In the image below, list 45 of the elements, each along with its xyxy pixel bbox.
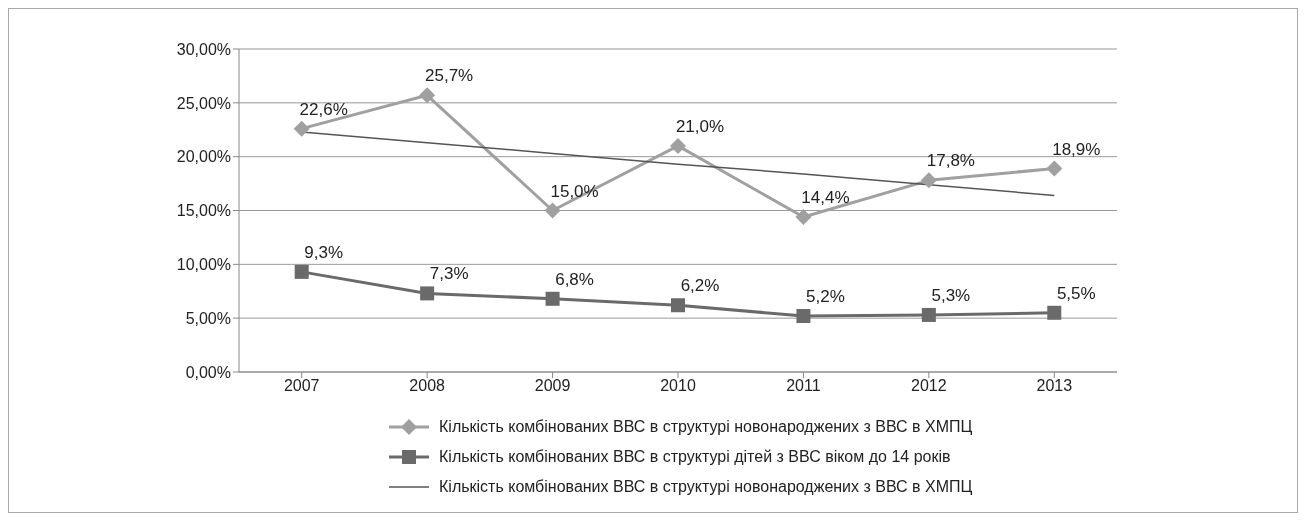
point — [294, 264, 309, 279]
data-label: 25,7% — [425, 66, 474, 86]
data-label: 14,4% — [801, 187, 850, 207]
data-label: 5,2% — [806, 287, 845, 307]
point — [921, 307, 936, 322]
data-label: 6,2% — [680, 276, 720, 296]
data-label: 15,0% — [550, 181, 599, 201]
data-label: 5,5% — [1056, 283, 1096, 303]
y-tick-label: 30,00% — [176, 40, 231, 58]
y-tick-label: 15,00% — [176, 202, 231, 220]
y-tick-label: 0,00% — [185, 363, 231, 381]
point — [545, 291, 560, 306]
point — [293, 120, 310, 137]
x-tick-label: 2012 — [911, 377, 947, 395]
data-label: 18,9% — [1052, 139, 1101, 159]
point — [1046, 160, 1063, 177]
point — [544, 202, 561, 219]
data-label: 9,3% — [304, 242, 344, 262]
point — [796, 309, 811, 324]
point — [671, 298, 685, 313]
x-tick-label: 2010 — [660, 377, 696, 395]
legend-label: Кількість комбінованих ВВС в структурі новонароджених з ВВС в ХМПЦ — [439, 418, 973, 436]
data-label: 7,3% — [429, 264, 469, 284]
x-tick-label: 2013 — [1036, 377, 1073, 395]
point — [1047, 305, 1062, 320]
y-tick-label: 20,00% — [176, 148, 231, 166]
legend-label: Кількість комбінованих ВВС в структурі дітей з ВВС віком до 14 років — [439, 448, 951, 466]
data-label: 5,3% — [931, 285, 971, 305]
legend-label: Кількість комбінованих ВВС в структурі новонароджених з ВВС в ХМПЦ — [439, 478, 973, 496]
data-label: 17,8% — [926, 151, 975, 171]
point — [419, 87, 436, 104]
point — [420, 286, 435, 301]
point — [670, 137, 686, 154]
point — [795, 208, 812, 225]
y-tick-label: 10,00% — [176, 256, 231, 274]
y-tick-label: 25,00% — [176, 94, 231, 112]
x-tick-label: 2011 — [786, 377, 821, 395]
point — [920, 172, 937, 189]
x-tick-label: 2008 — [409, 377, 446, 395]
data-label: 6,8% — [555, 269, 594, 289]
y-tick-label: 5,00% — [185, 309, 231, 327]
x-tick-label: 2007 — [283, 377, 320, 395]
data-label: 22,6% — [299, 99, 348, 119]
data-label: 21,0% — [675, 116, 725, 136]
x-tick-label: 2009 — [534, 377, 571, 395]
